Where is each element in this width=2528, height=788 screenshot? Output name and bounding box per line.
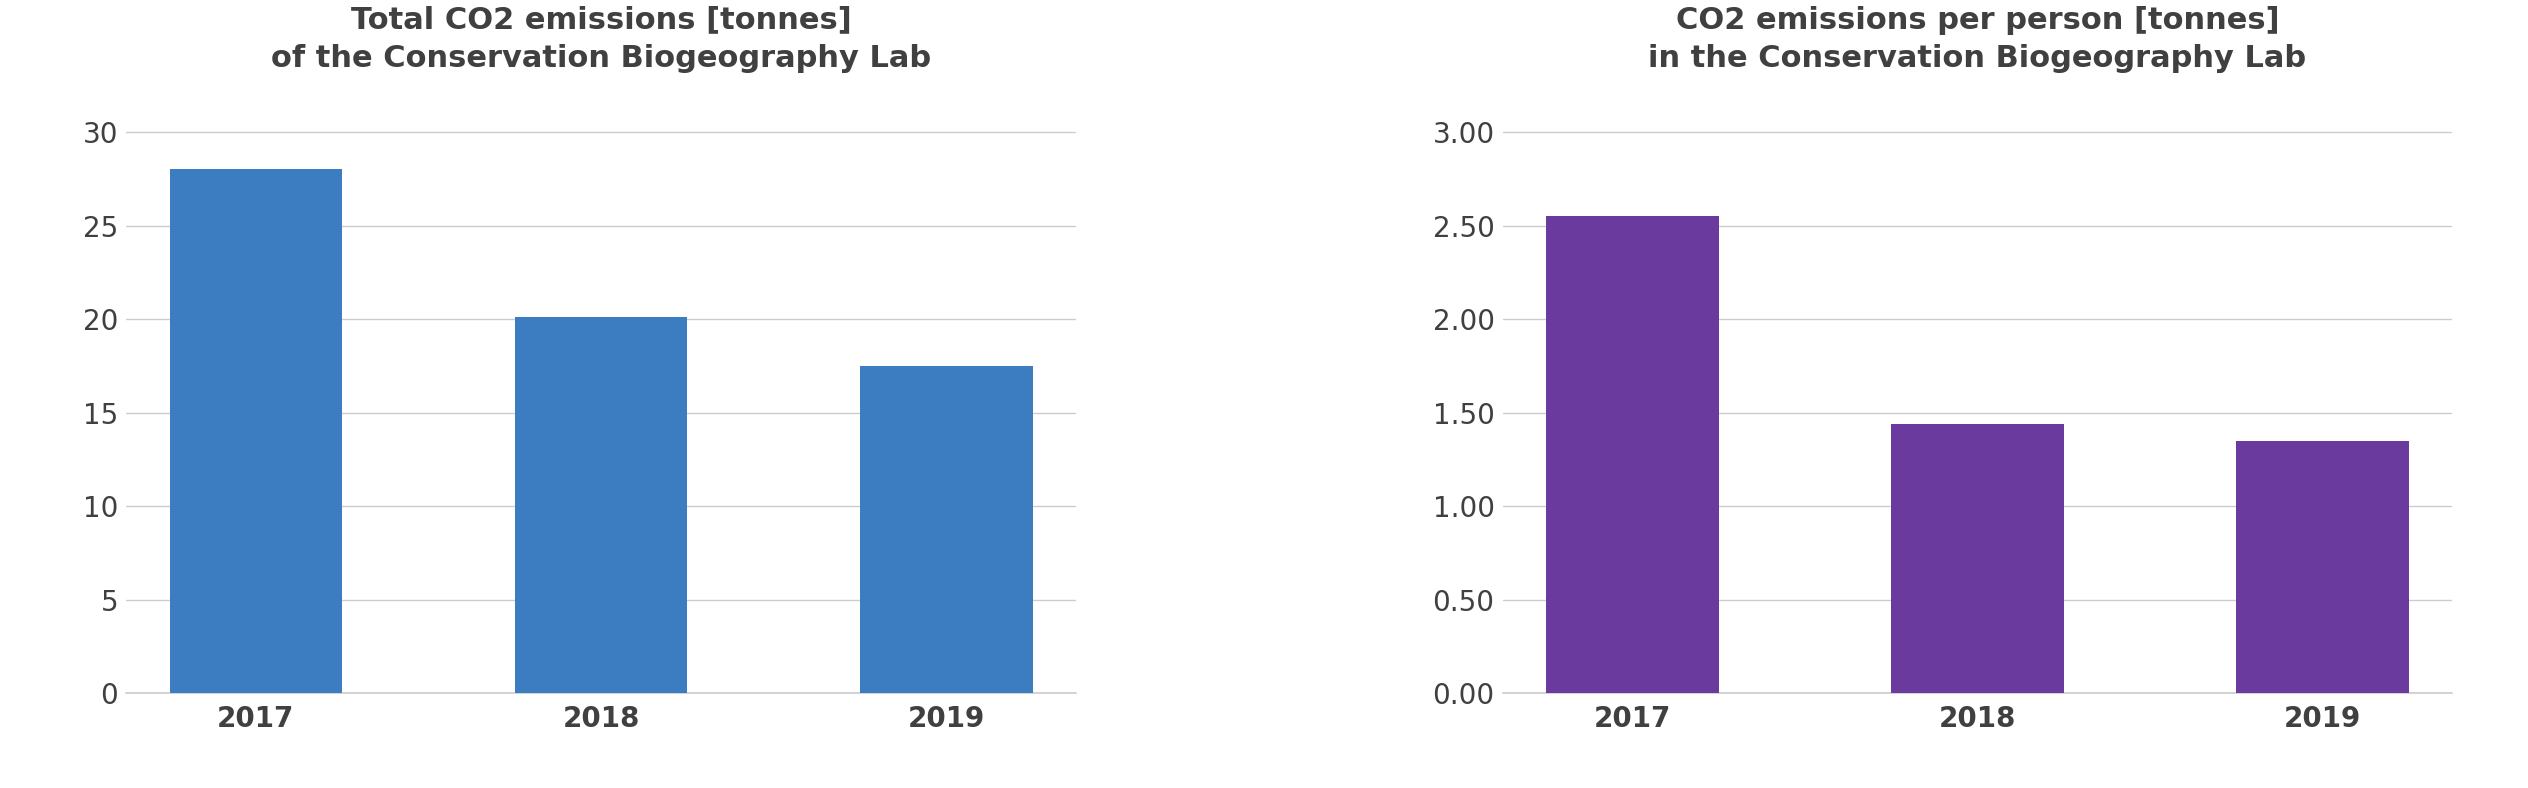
Bar [169,169,341,693]
Title: Total CO2 emissions [tonnes]
of the Conservation Biogeography Lab: Total CO2 emissions [tonnes] of the Cons… [270,6,930,72]
Bar [516,318,688,693]
Bar [1891,424,2063,693]
Bar [2237,440,2409,693]
Bar [860,366,1031,693]
Bar [1547,216,1719,693]
Title: CO2 emissions per person [tonnes]
in the Conservation Biogeography Lab: CO2 emissions per person [tonnes] in the… [1648,6,2306,72]
